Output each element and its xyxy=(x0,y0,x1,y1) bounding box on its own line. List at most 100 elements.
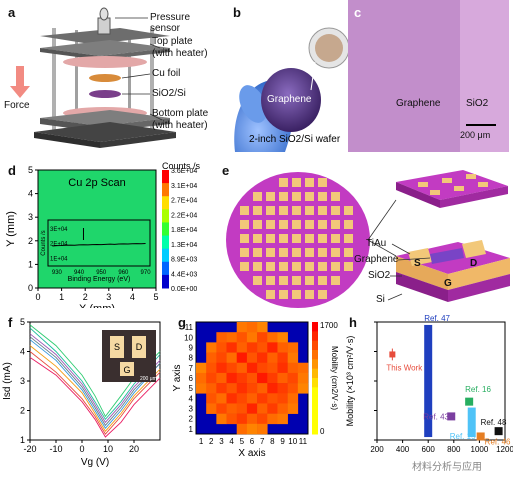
mobility-cell xyxy=(277,383,288,394)
mobility-cell xyxy=(216,372,227,384)
y-axis-label: Isd (mA) xyxy=(2,362,13,400)
y-tick-label: 3 xyxy=(189,405,194,414)
y-tick-label: 8 xyxy=(189,354,194,363)
wafer-caption: 2-inch SiO2/Si wafer xyxy=(249,134,341,145)
mobility-cell xyxy=(246,322,258,333)
inset-scale-label: 200 μm xyxy=(140,376,157,382)
colorbar-title: Mobility (cm2/V·s) xyxy=(330,346,339,410)
zoom-line xyxy=(367,239,397,257)
mobility-cell xyxy=(206,352,217,364)
y-tick-label: 2 xyxy=(20,406,25,416)
mobility-cell xyxy=(257,383,268,394)
device-cell xyxy=(240,262,249,271)
panel-label-c: c xyxy=(354,5,362,20)
label-top-plate-sub: (with heater) xyxy=(152,48,208,59)
x-tick-label: 2 xyxy=(209,437,214,446)
mobility-cell xyxy=(226,372,238,384)
device-gate-right xyxy=(448,258,510,290)
mobility-cell xyxy=(246,393,258,404)
x-tick-label: -20 xyxy=(23,444,36,454)
device-cell xyxy=(344,248,353,257)
transfer-curve xyxy=(29,339,161,429)
transfer-curve xyxy=(29,336,161,427)
transfer-curve xyxy=(29,327,161,421)
mobility-cell xyxy=(236,393,248,404)
y-tick-label: 1 xyxy=(189,425,194,434)
data-point xyxy=(465,397,474,406)
mobility-cell xyxy=(216,383,227,394)
colorbar-tick-label: 2.2E+04 xyxy=(171,212,197,219)
mobility-cell xyxy=(277,342,288,353)
device-cell xyxy=(253,276,262,285)
zoom-device-pad xyxy=(466,174,476,179)
mobility-cell xyxy=(267,393,278,404)
device-label-sio2: SiO2 xyxy=(368,270,391,281)
micrograph-sio2-label: SiO2 xyxy=(466,98,489,109)
mobility-cell xyxy=(246,332,258,343)
device-cell xyxy=(279,206,288,215)
device-cell xyxy=(331,276,340,285)
inset-x-tick-label: 930 xyxy=(52,270,63,276)
y-tick-label: 5 xyxy=(20,317,25,327)
label-bottom-plate: Bottom plate xyxy=(152,108,209,119)
x-tick-label: 1 xyxy=(59,292,64,302)
data-point xyxy=(447,412,456,421)
mobility-cell xyxy=(226,332,238,343)
device-cell xyxy=(318,206,327,215)
device-cell xyxy=(292,192,301,201)
mobility-cell xyxy=(257,423,268,435)
mobility-cell xyxy=(257,393,268,404)
y-tick-label: 4 xyxy=(189,394,194,403)
colorbar-segment xyxy=(162,274,169,289)
device-cell xyxy=(331,248,340,257)
zoom-device-pad xyxy=(442,178,452,183)
mobility-cell xyxy=(287,393,299,404)
colorbar-segment xyxy=(162,222,169,237)
device-cell xyxy=(318,276,327,285)
colorbar-tick-label: 1.3E+04 xyxy=(171,242,197,249)
mobility-cell xyxy=(257,352,268,364)
colorbar-tick-label: 1.8E+04 xyxy=(171,227,197,234)
mobility-cell xyxy=(267,342,278,353)
device-cell xyxy=(266,262,275,271)
mobility-cell xyxy=(226,342,238,353)
mobility-cell xyxy=(226,413,238,425)
y-tick-label: 2 xyxy=(189,415,194,424)
mobility-cell xyxy=(287,342,299,353)
device-array-diagram xyxy=(226,170,510,308)
colorbar-tick-label: 4.4E+03 xyxy=(171,271,197,278)
source-pad xyxy=(408,248,432,266)
device-cell xyxy=(331,262,340,271)
x-tick-label: 5 xyxy=(240,437,245,446)
data-bar xyxy=(467,407,476,438)
device-cell xyxy=(305,234,314,243)
device-cell xyxy=(292,206,301,215)
x-tick-label: 6 xyxy=(250,437,255,446)
x-axis-label: X axis xyxy=(238,448,265,459)
x-tick-label: 2 xyxy=(83,292,88,302)
y-axis-label: Mobility (×10³ cm²/V·s) xyxy=(345,336,355,427)
device-cell xyxy=(305,220,314,229)
mobility-cell xyxy=(236,342,248,353)
device-cell xyxy=(305,206,314,215)
mobility-cell xyxy=(226,362,238,374)
device-cell xyxy=(292,290,301,299)
device-cell xyxy=(266,206,275,215)
panel-b: b Graphene 2-inch SiO2/Si wafer xyxy=(225,0,350,152)
device-cell xyxy=(292,248,301,257)
y-tick-label: 11 xyxy=(185,323,194,332)
device-cell xyxy=(305,248,314,257)
device-label-si: Si xyxy=(376,294,385,305)
mobility-cell xyxy=(236,423,248,435)
transfer-curves-chart: -20 -10 0 10 20 1 2 3 4 5 Vg (V) Isd (mA) S D G 200 μm xyxy=(2,317,161,468)
colorbar-tick-label: 3.6E+04 xyxy=(171,168,197,175)
colorbar-tick-label: 8.9E+03 xyxy=(171,257,197,264)
device-cell xyxy=(266,276,275,285)
mobility-cell xyxy=(216,413,227,425)
inset-x-tick-label: 960 xyxy=(118,270,129,276)
mobility-cell xyxy=(246,342,258,353)
y-axis-label: Y (mm) xyxy=(5,211,17,247)
device-cell xyxy=(344,262,353,271)
device-cell xyxy=(292,220,301,229)
zoom-device-pad xyxy=(478,182,488,187)
